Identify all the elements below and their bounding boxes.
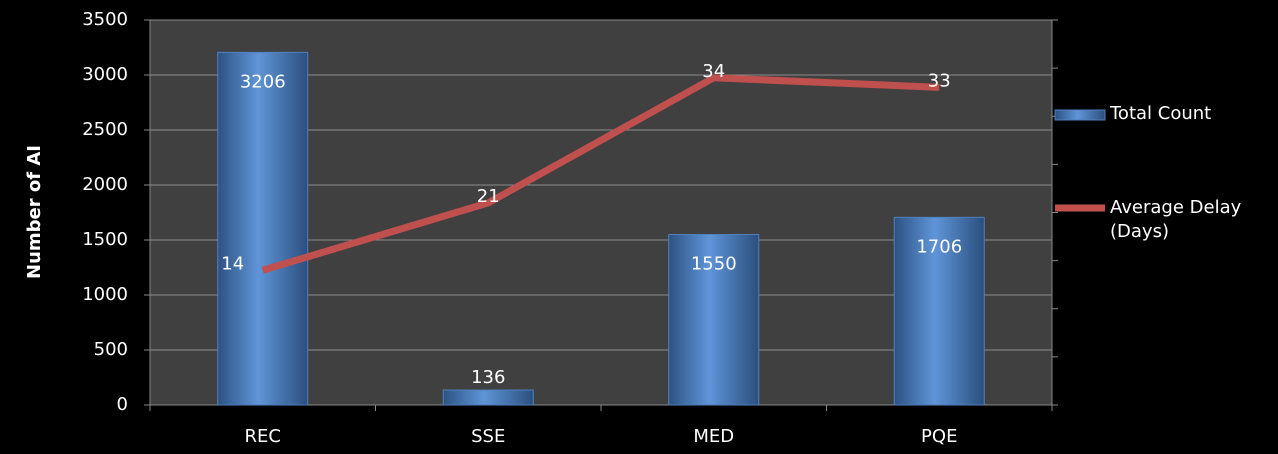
bar [217,51,309,406]
bar-value-label: 136 [471,367,505,388]
y-tick-label: 0 [117,394,128,415]
y-tick-label: 3500 [82,9,128,30]
y-axis-label: Number of AI [24,145,45,279]
bar-value-label: 1706 [916,236,962,257]
bar [442,389,534,406]
x-tick-label: REC [245,426,281,447]
y-tick-label: 1000 [82,284,128,305]
x-tick-label: SSE [471,426,505,447]
x-tick-label: PQE [921,426,957,447]
y-tick-label: 1500 [82,229,128,250]
bar-value-label: 1550 [691,254,737,275]
y-tick-label: 500 [94,339,128,360]
legend-entry: Average Delay (Days) [1110,197,1242,242]
legend-entry: Total Count [1110,103,1212,124]
y-tick-label: 2000 [82,174,128,195]
line-value-label: 33 [928,70,951,91]
line [261,74,940,274]
y-tick-label: 3000 [82,64,128,85]
line-value-label: 14 [221,253,244,274]
bar [893,216,985,406]
y-tick-label: 2500 [82,119,128,140]
x-tick-label: MED [693,426,734,447]
bar [668,234,760,406]
line-value-label: 34 [702,61,725,82]
line-value-label: 21 [477,186,500,207]
legend-swatch [1054,109,1106,121]
bar-value-label: 3206 [240,71,286,92]
